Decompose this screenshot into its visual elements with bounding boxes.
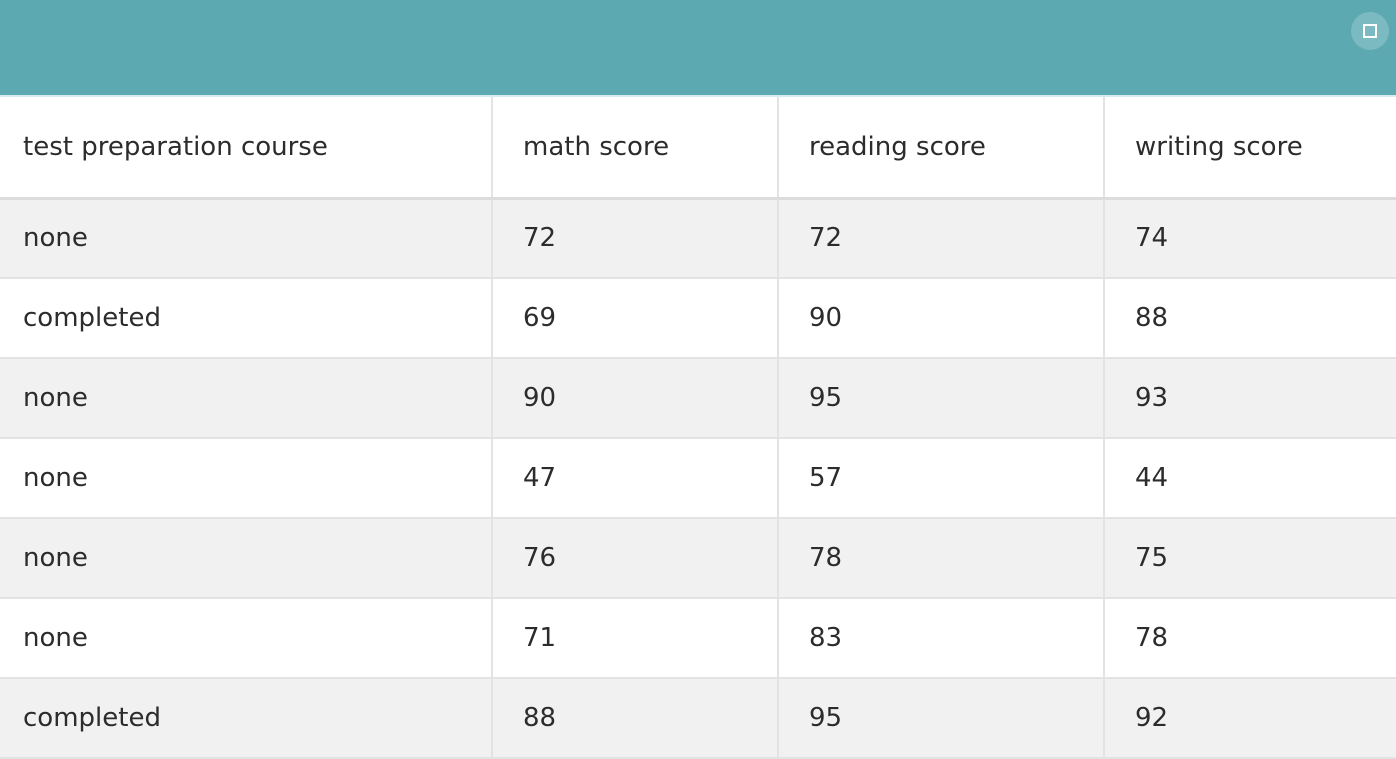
- table-row: none 90 95 93: [0, 358, 1396, 438]
- table-cell: 90: [492, 358, 779, 438]
- table-cell: none: [0, 518, 493, 598]
- table-cell: 95: [778, 678, 1105, 758]
- table-cell: 83: [778, 598, 1105, 678]
- table-cell: 76: [492, 518, 779, 598]
- table-cell: none: [0, 438, 493, 518]
- table-header-row: test preparation course math score readi…: [0, 97, 1396, 198]
- table-row: none 72 72 74: [0, 198, 1396, 278]
- table-cell: 88: [492, 678, 779, 758]
- column-header-writing-score[interactable]: writing score: [1135, 131, 1303, 162]
- table-cell: 92: [1135, 703, 1169, 733]
- data-table: test preparation course math score readi…: [0, 97, 1396, 759]
- table-cell: 44: [1135, 463, 1169, 493]
- table-row: none 71 83 78: [0, 598, 1396, 678]
- table-cell: 74: [1135, 223, 1169, 254]
- header-bar: [0, 0, 1396, 97]
- maximize-icon: [1363, 24, 1377, 38]
- table-cell: none: [0, 198, 493, 278]
- table-cell: completed: [0, 678, 493, 758]
- table-cell: completed: [0, 278, 493, 358]
- table-row: none 47 57 44: [0, 438, 1396, 518]
- table-cell: 88: [1135, 303, 1169, 333]
- table-row: completed 69 90 88: [0, 278, 1396, 358]
- table-cell: 95: [778, 358, 1105, 438]
- table-cell: 57: [778, 438, 1105, 518]
- table-cell: none: [0, 358, 493, 438]
- table-cell: 90: [778, 278, 1105, 358]
- table-cell: 47: [492, 438, 779, 518]
- table-cell: 72: [778, 198, 1105, 278]
- table-cell: 78: [1135, 623, 1169, 653]
- table-row: completed 88 95 92: [0, 678, 1396, 758]
- table-cell: 93: [1135, 383, 1169, 413]
- table-cell: none: [0, 598, 493, 678]
- column-header-test-preparation-course[interactable]: test preparation course: [0, 97, 493, 198]
- column-header-math-score[interactable]: math score: [492, 97, 779, 198]
- table-cell: 69: [492, 278, 779, 358]
- table-cell: 75: [1135, 543, 1169, 573]
- table-cell: 72: [492, 198, 779, 278]
- table-cell: 78: [778, 518, 1105, 598]
- column-header-reading-score[interactable]: reading score: [778, 97, 1105, 198]
- table-row: none 76 78 75: [0, 518, 1396, 598]
- table-cell: 71: [492, 598, 779, 678]
- maximize-button[interactable]: [1351, 12, 1389, 50]
